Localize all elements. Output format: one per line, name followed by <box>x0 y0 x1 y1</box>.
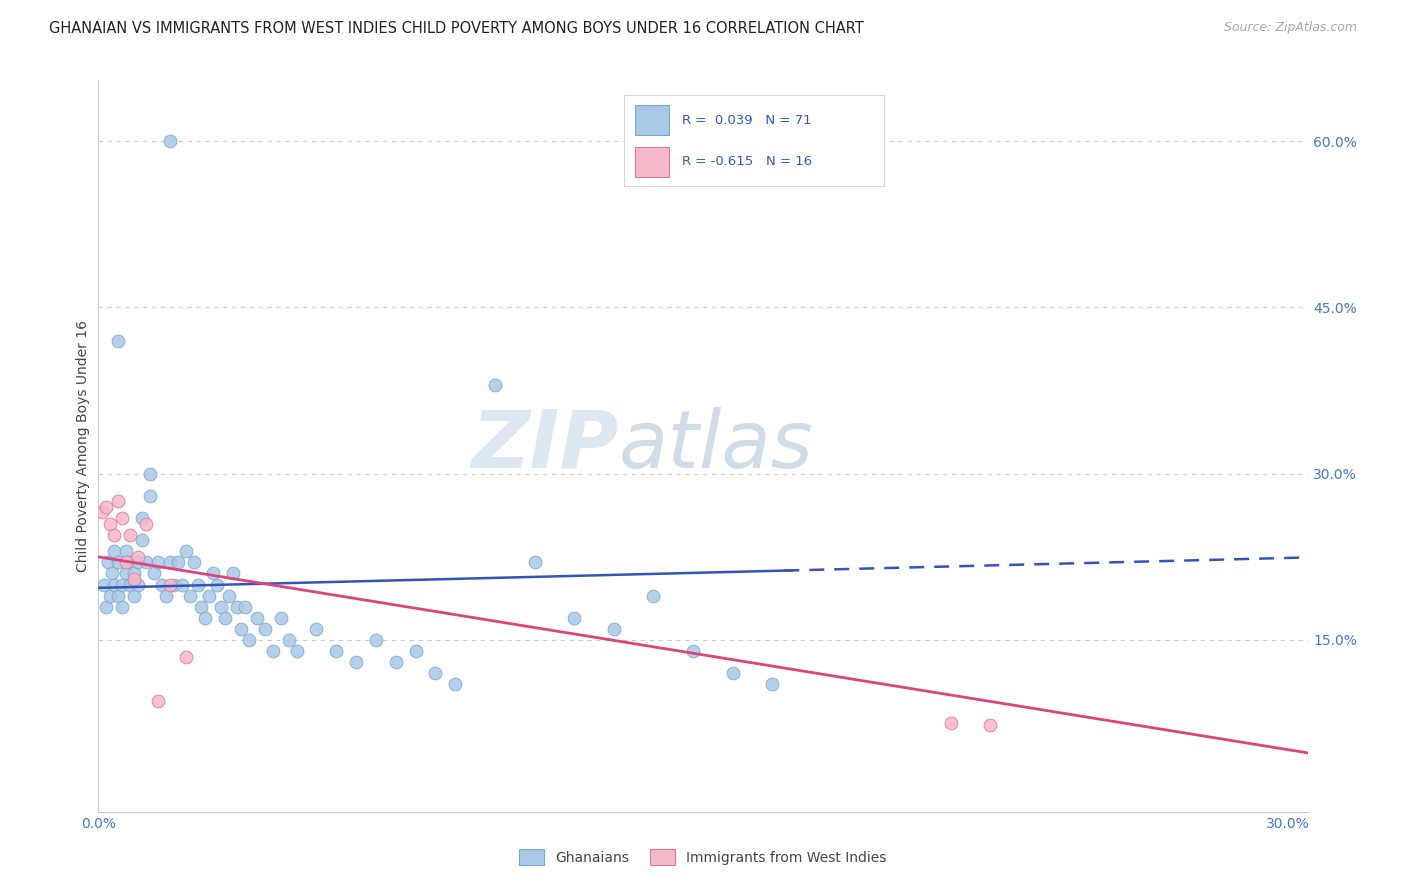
Point <box>107 555 129 569</box>
Text: Source: ZipAtlas.com: Source: ZipAtlas.com <box>1223 21 1357 34</box>
Point <box>98 516 121 531</box>
Point <box>127 555 149 569</box>
Point <box>222 566 245 581</box>
Point <box>174 649 197 664</box>
Point <box>103 544 125 558</box>
Point <box>107 334 129 348</box>
Point <box>253 622 276 636</box>
Y-axis label: Child Poverty Among Boys Under 16: Child Poverty Among Boys Under 16 <box>76 320 90 572</box>
Point <box>120 577 142 591</box>
Point <box>484 378 506 392</box>
Point <box>135 516 157 531</box>
Point <box>174 544 197 558</box>
Point <box>111 577 134 591</box>
Point <box>96 500 118 514</box>
Point <box>93 577 115 591</box>
Point <box>120 555 142 569</box>
Point <box>131 511 153 525</box>
Point <box>115 555 138 569</box>
Point <box>122 572 145 586</box>
Point <box>194 611 217 625</box>
Point <box>214 611 236 625</box>
Point <box>603 622 626 636</box>
Point <box>131 533 153 548</box>
Point <box>277 632 299 647</box>
Point <box>305 622 328 636</box>
Point <box>262 644 284 658</box>
Point <box>139 489 162 503</box>
Point <box>405 644 427 658</box>
Point <box>179 589 201 603</box>
Point <box>122 566 145 581</box>
Point <box>146 694 169 708</box>
Point <box>231 622 253 636</box>
Point <box>107 589 129 603</box>
Point <box>111 511 134 525</box>
Point <box>159 577 181 591</box>
Point <box>96 599 118 614</box>
Point <box>285 644 308 658</box>
Point <box>190 599 212 614</box>
Point <box>643 589 665 603</box>
Point <box>344 655 367 669</box>
Point <box>142 566 165 581</box>
Point <box>127 577 149 591</box>
Point <box>122 589 145 603</box>
Legend: Ghanaians, Immigrants from West Indies: Ghanaians, Immigrants from West Indies <box>513 844 893 871</box>
Point <box>425 666 447 681</box>
Point <box>979 718 1001 732</box>
Point <box>101 566 124 581</box>
Point <box>384 655 406 669</box>
Point <box>939 716 962 731</box>
Point <box>150 577 173 591</box>
Point <box>761 677 783 691</box>
Point <box>155 589 177 603</box>
Point <box>270 611 292 625</box>
Text: ZIP: ZIP <box>471 407 619 485</box>
Point <box>159 555 181 569</box>
Point <box>135 555 157 569</box>
Point <box>233 599 256 614</box>
Point <box>170 577 193 591</box>
Point <box>111 599 134 614</box>
Point <box>682 644 704 658</box>
Point <box>202 566 225 581</box>
Point <box>163 577 186 591</box>
Point <box>97 555 120 569</box>
Point <box>166 555 188 569</box>
Point <box>198 589 221 603</box>
Point <box>246 611 269 625</box>
Point <box>103 577 125 591</box>
Point <box>209 599 232 614</box>
Point <box>115 566 138 581</box>
Point <box>183 555 205 569</box>
Point <box>120 527 142 541</box>
Point <box>159 134 181 148</box>
Point <box>207 577 229 591</box>
Point <box>107 494 129 508</box>
Point <box>226 599 249 614</box>
Point <box>115 544 138 558</box>
Text: GHANAIAN VS IMMIGRANTS FROM WEST INDIES CHILD POVERTY AMONG BOYS UNDER 16 CORREL: GHANAIAN VS IMMIGRANTS FROM WEST INDIES … <box>49 21 863 36</box>
Point <box>721 666 744 681</box>
Point <box>218 589 240 603</box>
Point <box>238 632 260 647</box>
Point <box>146 555 169 569</box>
Point <box>91 506 114 520</box>
Point <box>325 644 347 658</box>
Point <box>98 589 121 603</box>
Text: atlas: atlas <box>619 407 813 485</box>
Point <box>139 467 162 481</box>
Point <box>364 632 387 647</box>
Point <box>127 549 149 564</box>
Point <box>186 577 208 591</box>
Point <box>103 527 125 541</box>
Point <box>523 555 546 569</box>
Point <box>562 611 585 625</box>
Point <box>444 677 467 691</box>
